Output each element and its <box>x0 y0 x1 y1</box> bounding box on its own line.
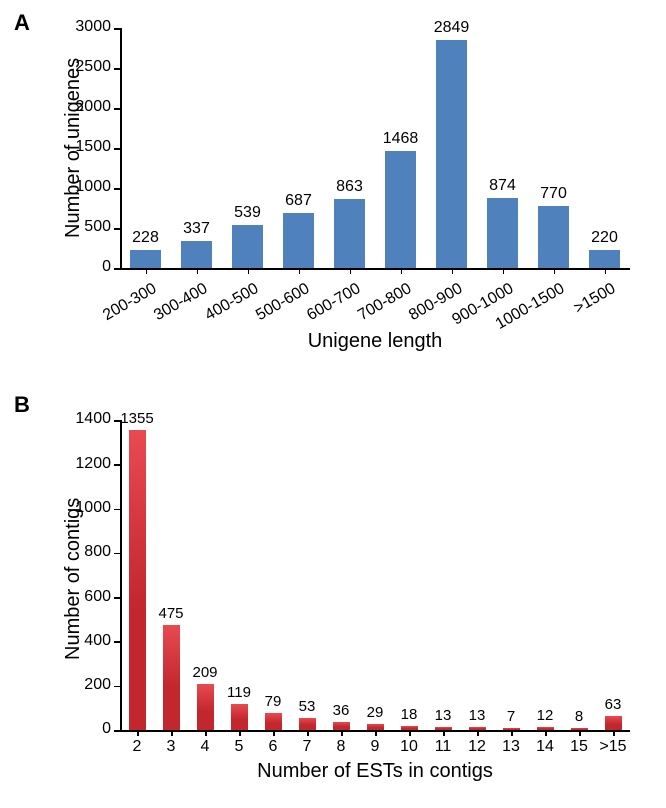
panelB-x-tick-label: 13 <box>494 738 528 756</box>
panelB-x-tick-label: 11 <box>426 738 460 756</box>
panelB-x-tick-label: 6 <box>256 738 290 756</box>
panelB-x-tick-label: 2 <box>120 738 154 756</box>
panelB-bar-label: 36 <box>324 702 358 719</box>
panelB-bar-label: 53 <box>290 698 324 715</box>
panelB-x-tick-label: 7 <box>290 738 324 756</box>
panelB-y-axis <box>120 420 122 730</box>
panelB-x-tick-label: >15 <box>596 738 630 756</box>
panelB-y-tick-label: 600 <box>84 588 111 606</box>
panelB-y-tick <box>114 597 120 599</box>
panel-b: 0200400600800100012001400Number of conti… <box>0 0 666 808</box>
panelB-x-tick-label: 14 <box>528 738 562 756</box>
panelB-x-label: Number of ESTs in contigs <box>120 760 630 783</box>
panelB-bar-label: 63 <box>596 696 630 713</box>
panelB-x-tick-label: 12 <box>460 738 494 756</box>
panelB-bar-label: 1355 <box>120 410 154 427</box>
panelB-bar-label: 13 <box>426 707 460 724</box>
panelB-bar-label: 29 <box>358 704 392 721</box>
panelB-y-label: Number of contigs <box>62 498 85 660</box>
panelB-x-tick <box>239 730 241 736</box>
panelB-y-tick <box>114 464 120 466</box>
panelB-x-tick <box>205 730 207 736</box>
panelB-y-tick <box>114 509 120 511</box>
panelB-x-tick-label: 15 <box>562 738 596 756</box>
panelB-bar-label: 475 <box>154 605 188 622</box>
panelB-bar-label: 8 <box>562 708 596 725</box>
panelB-x-tick-label: 9 <box>358 738 392 756</box>
panelB-bar-label: 7 <box>494 708 528 725</box>
panelB-y-tick-label: 0 <box>102 720 111 738</box>
panelB-x-tick <box>545 730 547 736</box>
panelB-bar <box>231 704 248 730</box>
panelB-x-tick <box>477 730 479 736</box>
panelB-x-tick <box>375 730 377 736</box>
panelB-bar <box>265 713 282 730</box>
panelB-y-tick <box>114 730 120 732</box>
panelB-x-tick-label: 4 <box>188 738 222 756</box>
panelB-x-tick <box>579 730 581 736</box>
panelB-x-tick <box>409 730 411 736</box>
panelB-bar-label: 119 <box>222 684 256 701</box>
panelB-x-tick <box>341 730 343 736</box>
panelB-bar-label: 18 <box>392 706 426 723</box>
panelB-x-tick <box>443 730 445 736</box>
panelB-bar <box>605 716 622 730</box>
panelB-bar-label: 12 <box>528 707 562 724</box>
panelB-x-tick <box>613 730 615 736</box>
panelB-y-tick-label: 800 <box>84 543 111 561</box>
panelB-bar-label: 79 <box>256 693 290 710</box>
panelB-y-tick <box>114 553 120 555</box>
panelB-bar <box>333 722 350 730</box>
panelB-y-tick-label: 400 <box>84 632 111 650</box>
panelB-bar-label: 13 <box>460 707 494 724</box>
panelB-bar <box>299 718 316 730</box>
panelB-x-tick <box>137 730 139 736</box>
panelB-x-tick-label: 10 <box>392 738 426 756</box>
panelB-bar <box>129 430 146 730</box>
panelB-y-tick <box>114 686 120 688</box>
panelB-plot-area <box>120 420 630 730</box>
panelB-y-tick-label: 1200 <box>75 455 111 473</box>
panelB-x-tick-label: 8 <box>324 738 358 756</box>
panelB-y-tick-label: 200 <box>84 676 111 694</box>
panelB-x-tick <box>273 730 275 736</box>
panelB-x-tick-label: 3 <box>154 738 188 756</box>
panelB-y-tick-label: 1400 <box>75 410 111 428</box>
panelB-x-tick <box>171 730 173 736</box>
panelB-bar <box>197 684 214 730</box>
panelB-bar <box>163 625 180 730</box>
panelB-y-tick <box>114 641 120 643</box>
panelB-x-tick <box>511 730 513 736</box>
panelB-bar-label: 209 <box>188 664 222 681</box>
panelB-x-tick <box>307 730 309 736</box>
panelB-x-tick-label: 5 <box>222 738 256 756</box>
